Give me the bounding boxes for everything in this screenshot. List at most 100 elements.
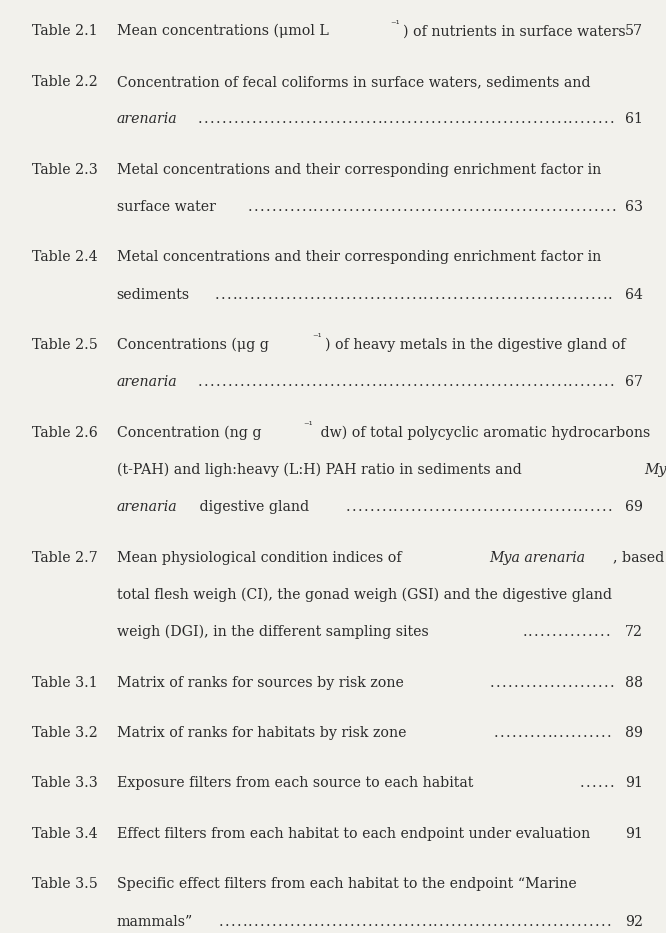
- Text: .: .: [405, 287, 410, 301]
- Text: .: .: [508, 112, 513, 126]
- Text: .: .: [307, 200, 312, 214]
- Text: .: .: [216, 375, 220, 389]
- Text: .: .: [283, 200, 288, 214]
- Text: .: .: [254, 914, 258, 928]
- Text: .: .: [506, 500, 511, 514]
- Text: dw) of total polycyclic aromatic hydrocarbons: dw) of total polycyclic aromatic hydroca…: [316, 425, 650, 439]
- Text: .: .: [544, 112, 549, 126]
- Text: .: .: [512, 500, 517, 514]
- Text: .: .: [520, 375, 525, 389]
- Text: .: .: [559, 726, 563, 740]
- Text: arenaria: arenaria: [117, 500, 177, 514]
- Text: arenaria: arenaria: [117, 112, 177, 126]
- Text: .: .: [574, 112, 579, 126]
- Text: .: .: [350, 914, 354, 928]
- Text: .: .: [579, 776, 584, 790]
- Text: .: .: [459, 500, 464, 514]
- Text: Table 2.2: Table 2.2: [32, 75, 98, 89]
- Text: .: .: [294, 112, 298, 126]
- Text: .: .: [232, 287, 237, 301]
- Text: Table 3.4: Table 3.4: [32, 827, 98, 841]
- Text: Matrix of ranks for habitats by risk zone: Matrix of ranks for habitats by risk zon…: [117, 726, 406, 740]
- Text: .: .: [328, 287, 332, 301]
- Text: .: .: [408, 200, 413, 214]
- Text: ) of nutrients in surface waters: ) of nutrients in surface waters: [402, 24, 625, 38]
- Text: .: .: [553, 726, 557, 740]
- Text: .: .: [589, 726, 593, 740]
- Text: .: .: [393, 287, 398, 301]
- Text: .: .: [469, 914, 474, 928]
- Text: .: .: [492, 200, 497, 214]
- Text: .: .: [238, 287, 242, 301]
- Text: .: .: [377, 112, 382, 126]
- Text: .: .: [252, 375, 256, 389]
- Text: .: .: [380, 914, 384, 928]
- Text: .: .: [543, 675, 548, 689]
- Text: .: .: [312, 375, 316, 389]
- Text: .: .: [564, 914, 569, 928]
- Text: .: .: [266, 914, 270, 928]
- Text: .: .: [550, 375, 555, 389]
- Text: .: .: [480, 200, 485, 214]
- Text: .: .: [532, 112, 537, 126]
- Text: .: .: [561, 675, 566, 689]
- Text: .: .: [349, 200, 354, 214]
- Text: .: .: [362, 914, 366, 928]
- Text: .: .: [501, 287, 505, 301]
- Text: .: .: [568, 112, 573, 126]
- Text: .: .: [565, 726, 569, 740]
- Text: .: .: [419, 375, 424, 389]
- Text: .: .: [288, 112, 292, 126]
- Text: .: .: [389, 112, 394, 126]
- Text: .: .: [204, 375, 208, 389]
- Text: .: .: [599, 200, 604, 214]
- Text: .: .: [393, 500, 398, 514]
- Text: .: .: [204, 112, 208, 126]
- Text: .: .: [573, 675, 578, 689]
- Text: .: .: [236, 914, 241, 928]
- Text: .: .: [388, 287, 392, 301]
- Text: .: .: [401, 112, 406, 126]
- Text: .: .: [592, 112, 597, 126]
- Text: .: .: [379, 200, 384, 214]
- Text: .: .: [578, 500, 583, 514]
- Text: .: .: [316, 287, 320, 301]
- Text: .: .: [502, 675, 507, 689]
- Text: .: .: [471, 500, 476, 514]
- Text: .: .: [336, 112, 340, 126]
- Text: .: .: [496, 375, 501, 389]
- Text: .: .: [455, 375, 460, 389]
- Text: .: .: [391, 200, 396, 214]
- Text: .: .: [260, 914, 264, 928]
- Text: .: .: [584, 500, 589, 514]
- Text: ⁻¹: ⁻¹: [303, 421, 313, 431]
- Text: .: .: [455, 112, 460, 126]
- Text: Concentration of fecal coliforms in surface waters, sediments and: Concentration of fecal coliforms in surf…: [117, 75, 595, 89]
- Text: .: .: [383, 375, 388, 389]
- Text: .: .: [214, 287, 219, 301]
- Text: .: .: [369, 500, 374, 514]
- Text: .: .: [286, 287, 290, 301]
- Text: 91: 91: [625, 776, 643, 790]
- Text: .: .: [500, 726, 504, 740]
- Text: .: .: [475, 914, 480, 928]
- Text: .: .: [429, 500, 434, 514]
- Text: .: .: [540, 625, 545, 639]
- Text: .: .: [490, 675, 495, 689]
- Text: .: .: [517, 914, 521, 928]
- Text: Mya: Mya: [645, 463, 666, 477]
- Text: Table 2.4: Table 2.4: [32, 250, 98, 264]
- Text: .: .: [377, 375, 382, 389]
- Text: .: .: [359, 112, 364, 126]
- Text: .: .: [603, 776, 608, 790]
- Text: .: .: [518, 500, 523, 514]
- Text: .: .: [514, 112, 519, 126]
- Text: .: .: [262, 287, 266, 301]
- Text: .: .: [540, 200, 545, 214]
- Text: .: .: [256, 287, 260, 301]
- Text: .: .: [499, 914, 503, 928]
- Text: .: .: [331, 200, 336, 214]
- Text: .: .: [536, 500, 541, 514]
- Text: .: .: [526, 112, 531, 126]
- Text: .: .: [407, 112, 412, 126]
